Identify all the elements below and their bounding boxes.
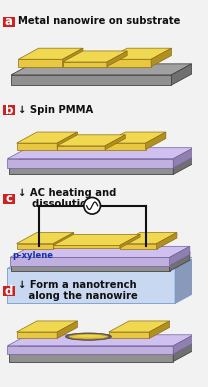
Polygon shape (63, 48, 83, 67)
Polygon shape (9, 154, 193, 165)
Polygon shape (120, 243, 157, 249)
Polygon shape (17, 321, 77, 332)
Polygon shape (17, 143, 57, 149)
Polygon shape (149, 321, 170, 339)
Polygon shape (7, 148, 193, 159)
Polygon shape (7, 335, 193, 346)
Polygon shape (173, 154, 193, 175)
FancyBboxPatch shape (3, 17, 15, 27)
Polygon shape (17, 132, 77, 143)
FancyBboxPatch shape (3, 286, 15, 296)
Polygon shape (57, 135, 125, 146)
Polygon shape (11, 252, 190, 263)
Text: d: d (5, 284, 13, 298)
Text: c: c (5, 192, 12, 205)
Polygon shape (170, 246, 190, 265)
Ellipse shape (69, 334, 108, 339)
Polygon shape (120, 233, 177, 243)
Polygon shape (11, 263, 170, 271)
Polygon shape (9, 165, 173, 175)
Polygon shape (173, 148, 193, 168)
Polygon shape (107, 48, 171, 59)
Polygon shape (53, 245, 120, 248)
Polygon shape (57, 321, 77, 339)
Polygon shape (63, 62, 107, 67)
Polygon shape (109, 321, 170, 332)
Polygon shape (120, 235, 140, 248)
FancyBboxPatch shape (3, 105, 15, 115)
Polygon shape (57, 132, 77, 149)
Polygon shape (19, 48, 83, 59)
Polygon shape (9, 341, 193, 352)
FancyBboxPatch shape (3, 194, 15, 204)
Text: Metal nanowire on substrate: Metal nanowire on substrate (17, 17, 180, 26)
Polygon shape (105, 132, 166, 143)
Polygon shape (17, 332, 57, 339)
Ellipse shape (66, 333, 111, 340)
Polygon shape (63, 51, 127, 62)
Polygon shape (11, 64, 192, 75)
Polygon shape (7, 269, 175, 303)
Polygon shape (10, 246, 190, 257)
Text: b: b (5, 104, 13, 117)
Circle shape (84, 197, 100, 214)
Text: ↓ Spin PMMA: ↓ Spin PMMA (17, 105, 93, 115)
Polygon shape (10, 257, 170, 265)
Polygon shape (107, 59, 151, 67)
Polygon shape (11, 75, 171, 85)
Polygon shape (7, 346, 173, 354)
Polygon shape (7, 159, 173, 168)
Polygon shape (173, 335, 193, 354)
Polygon shape (170, 252, 190, 271)
Polygon shape (157, 233, 177, 249)
Polygon shape (17, 233, 74, 243)
Polygon shape (105, 143, 146, 149)
Polygon shape (7, 257, 195, 269)
Polygon shape (57, 146, 105, 149)
Ellipse shape (77, 335, 100, 337)
Polygon shape (151, 48, 171, 67)
Polygon shape (173, 341, 193, 361)
Text: a: a (5, 15, 13, 28)
Polygon shape (171, 64, 192, 85)
Polygon shape (17, 243, 53, 249)
Polygon shape (175, 257, 195, 303)
Polygon shape (19, 59, 63, 67)
Polygon shape (146, 132, 166, 149)
Text: ↓ Form a nanotrench
   along the nanowire: ↓ Form a nanotrench along the nanowire (17, 280, 137, 301)
Text: ↓ AC heating and
    dissolution: ↓ AC heating and dissolution (17, 188, 116, 209)
Polygon shape (9, 352, 173, 361)
Polygon shape (109, 332, 149, 339)
Text: p-xylene: p-xylene (12, 251, 53, 260)
Polygon shape (105, 135, 125, 149)
Polygon shape (53, 235, 140, 245)
Polygon shape (53, 233, 74, 249)
Polygon shape (107, 51, 127, 67)
